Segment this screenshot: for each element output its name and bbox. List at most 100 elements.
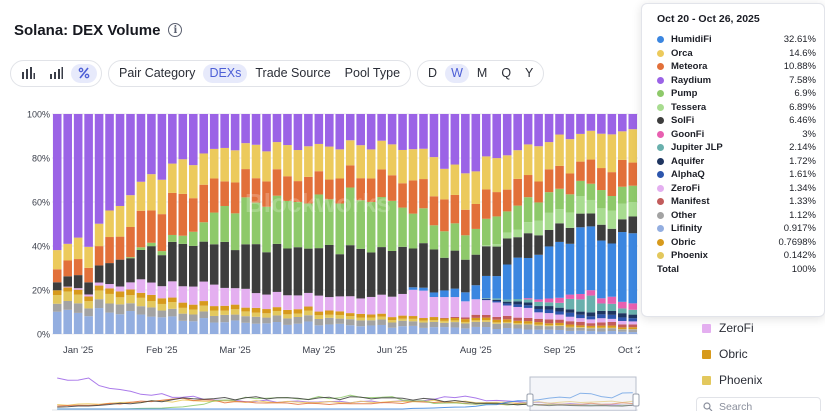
- bar-segment: [73, 312, 83, 334]
- bar-segment: [377, 313, 386, 317]
- bar-segment: [105, 237, 114, 264]
- navigator-selection[interactable]: [529, 376, 637, 411]
- tooltip-row: Manifest 1.33%: [657, 195, 816, 209]
- tooltip-series-value: 32.61%: [783, 34, 816, 46]
- bar-segment: [523, 324, 533, 330]
- bar-segment: [230, 288, 240, 305]
- legend-label: Phoenix: [719, 373, 763, 387]
- legend-label: Obric: [719, 347, 748, 361]
- bar-segment: [230, 250, 240, 289]
- bar-chart-icon[interactable]: [15, 64, 41, 83]
- bar-segment: [345, 114, 355, 141]
- bar-segment: [502, 189, 512, 212]
- bar-segment: [188, 114, 198, 166]
- tooltip-series-name: Jupiter JLP: [671, 142, 723, 154]
- bar-segment: [157, 303, 167, 311]
- bar-segment: [523, 222, 533, 234]
- bar-segment: [555, 311, 564, 315]
- bar-segment: [262, 313, 271, 318]
- bar-segment: [304, 306, 313, 311]
- tooltip-row: Jupiter JLP 2.14%: [657, 141, 816, 155]
- bar-segment: [52, 311, 62, 334]
- bar-segment: [419, 208, 428, 244]
- legend-item-obric[interactable]: Obric: [702, 347, 748, 361]
- bar-segment: [628, 309, 638, 315]
- bar-segment: [293, 181, 303, 202]
- tab-pair-category[interactable]: Pair Category: [119, 66, 196, 80]
- stacked-bar-icon[interactable]: [43, 64, 69, 83]
- period-m[interactable]: M: [476, 66, 488, 80]
- bar-segment: [408, 180, 418, 214]
- bar-segment: [534, 329, 543, 334]
- y-tick-label: 80%: [32, 154, 50, 164]
- period-d[interactable]: D: [428, 66, 438, 80]
- bar-segment: [513, 323, 522, 325]
- bar-segment: [481, 298, 491, 300]
- percent-icon[interactable]: [71, 63, 97, 83]
- bar-segment: [63, 243, 72, 261]
- bar-segment: [188, 245, 198, 287]
- tab-dexs[interactable]: DEXs: [203, 63, 248, 83]
- bar-segment: [325, 199, 334, 245]
- bar-segment: [440, 317, 449, 319]
- bar-segment: [450, 164, 460, 195]
- bar-segment: [94, 223, 104, 247]
- tooltip-series-name: Raydium: [671, 74, 712, 86]
- bar-segment: [502, 264, 512, 300]
- legend-search-input[interactable]: Search: [696, 397, 821, 411]
- tooltip-row: Aquifer 1.72%: [657, 155, 816, 169]
- bar-segment: [366, 252, 376, 297]
- bar-segment: [450, 318, 460, 321]
- bar-segment: [251, 316, 261, 324]
- bar-segment: [199, 305, 209, 312]
- bar-segment: [115, 205, 125, 237]
- bar-segment: [188, 314, 198, 322]
- y-tick-label: 0%: [37, 330, 50, 340]
- period-q[interactable]: Q: [501, 66, 512, 80]
- bar-segment: [136, 181, 146, 211]
- bar-segment: [356, 317, 365, 321]
- bar-segment: [105, 303, 114, 313]
- bar-segment: [544, 302, 554, 307]
- bar-segment: [408, 321, 418, 326]
- bar-segment: [220, 305, 229, 311]
- legend-search-placeholder: Search: [719, 401, 753, 411]
- legend-item-phoenix[interactable]: Phoenix: [702, 373, 762, 387]
- bar-segment: [607, 314, 617, 319]
- bar-segment: [502, 323, 512, 328]
- bar-segment: [607, 228, 617, 244]
- period-w[interactable]: W: [445, 63, 469, 83]
- series-dot: [657, 130, 664, 138]
- bar-segment: [481, 114, 491, 157]
- bar-segment: [209, 114, 219, 149]
- bar-segment: [147, 174, 156, 211]
- bar-segment: [168, 163, 177, 193]
- bar-segment: [597, 318, 606, 323]
- bar-segment: [523, 302, 533, 306]
- bar-segment: [345, 319, 355, 326]
- tab-trade-source[interactable]: Trade Source: [255, 66, 331, 80]
- bar-segment: [607, 331, 617, 334]
- bar-segment: [314, 171, 324, 195]
- period-y[interactable]: Y: [525, 66, 534, 80]
- tab-pool-type[interactable]: Pool Type: [344, 66, 401, 80]
- bar-segment: [168, 234, 177, 242]
- navigator-handle[interactable]: [526, 393, 534, 407]
- series-dot: [657, 63, 664, 71]
- stacked-bar-chart[interactable]: Blockworks 0% 20% 40% 60% 80% 100% Jan '25 Feb…: [0, 92, 640, 411]
- bar-segment: [534, 324, 543, 326]
- bar-segment: [534, 202, 543, 221]
- bar-segment: [618, 219, 627, 233]
- info-icon[interactable]: i: [168, 23, 183, 37]
- series-dot: [657, 90, 664, 98]
- legend-item-zerofi[interactable]: ZeroFi: [702, 321, 754, 335]
- y-axis: 0% 20% 40% 60% 80% 100%: [27, 110, 50, 340]
- bar-segment: [398, 293, 407, 316]
- bar-segment: [597, 168, 606, 191]
- tooltip-series-value: 1.72%: [789, 155, 816, 167]
- navigator-handle[interactable]: [632, 393, 640, 407]
- bar-segment: [513, 257, 522, 300]
- bar-segment: [555, 325, 564, 326]
- bar-segment: [544, 246, 554, 299]
- bar-segment: [272, 169, 282, 196]
